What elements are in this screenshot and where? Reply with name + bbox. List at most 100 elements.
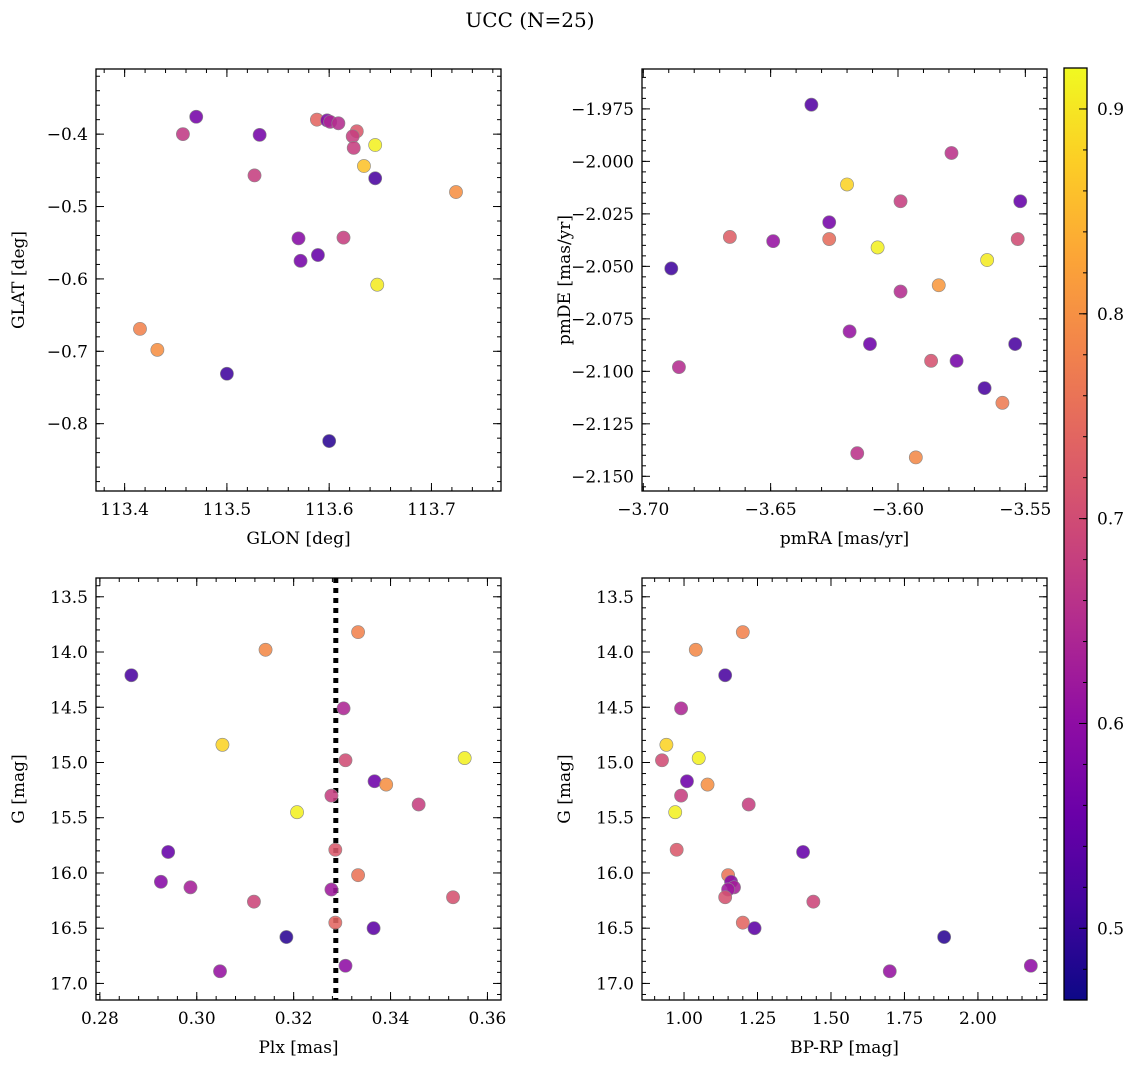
data-point (183, 880, 198, 895)
axes-frame (95, 577, 502, 1001)
data-point (351, 625, 365, 640)
data-point (669, 842, 684, 857)
y-tick-label: −0.8 (47, 415, 88, 435)
y-tick-label: −0.6 (47, 270, 88, 290)
data-point (331, 116, 346, 131)
data-point (338, 753, 353, 768)
y-tick-label: −2.150 (571, 467, 634, 487)
x-tick-label: 1.50 (812, 1009, 850, 1029)
panel-bprp-g: 1.00 1.25 1.50 1.75 2.00 13.5 14.0 14.5 15.0 15.5… (555, 577, 1048, 1058)
figure-title: UCC (N=25) (465, 8, 594, 32)
data-point (870, 240, 885, 255)
y-tick-label: −0.4 (47, 125, 88, 145)
y-tick-label: −2.075 (571, 310, 634, 330)
data-point (215, 737, 230, 752)
panel-pmra-pmde: −3.70 −3.65 −3.60 −3.55 −1.975 −2.000 −2.025 −2… (555, 68, 1051, 549)
data-point (931, 278, 946, 293)
x-tick-label: 113.7 (407, 500, 456, 520)
data-point (893, 194, 908, 209)
scatter-series (124, 625, 472, 979)
data-point (328, 842, 343, 857)
y-tick-label: 16.5 (50, 919, 88, 939)
data-point (351, 868, 365, 883)
x-tick-label: −3.70 (617, 500, 669, 520)
data-point (357, 159, 371, 173)
data-point (291, 231, 306, 246)
x-tick-label: 0.36 (469, 1009, 507, 1029)
data-point (367, 774, 382, 789)
data-point (977, 381, 992, 396)
data-point (336, 701, 351, 716)
data-point (718, 890, 733, 905)
y-tick-label: 14.0 (50, 643, 88, 663)
data-point (133, 321, 147, 336)
y-tick-label: −1.975 (571, 100, 634, 120)
scatter-series (133, 109, 463, 448)
data-point (411, 797, 426, 812)
tick-marks (96, 578, 501, 1000)
y-tick-label: 15.0 (50, 753, 88, 773)
y-tick-label: 13.5 (50, 588, 88, 608)
data-point (995, 395, 1010, 410)
y-tick-label: −2.100 (571, 362, 634, 382)
colorbar-tick-label: 0.8 (1097, 305, 1124, 325)
data-point (1023, 958, 1038, 973)
y-tick-label: 15.5 (50, 809, 88, 829)
x-tick-label: 1.75 (886, 1009, 924, 1029)
data-point (379, 777, 394, 792)
x-tick-label: 1.25 (739, 1009, 777, 1029)
data-point (1008, 337, 1023, 351)
colorbar-tick-label: 0.7 (1097, 510, 1124, 530)
y-axis-label: pmDE [mas/yr] (555, 215, 575, 345)
y-tick-label: 17.0 (50, 974, 88, 994)
data-point (449, 185, 463, 199)
axes-frame (641, 68, 1048, 492)
y-tick-label: −2.025 (571, 205, 634, 225)
colorbar: 0.5 0.6 0.7 0.8 0.9 (1063, 67, 1124, 1001)
data-point (937, 930, 952, 944)
data-point (747, 921, 762, 936)
data-point (368, 171, 383, 186)
data-point (336, 230, 351, 245)
data-point (366, 921, 381, 936)
panel-glon-glat: 113.4 113.5 113.6 113.7 −0.4 −0.5 −0.6 −0.7 −0.8… (9, 68, 502, 549)
data-point (446, 890, 460, 905)
data-point (882, 964, 897, 979)
x-tick-label: 0.28 (81, 1009, 119, 1029)
x-axis-label: pmRA [mas/yr] (780, 529, 909, 549)
x-tick-label: 0.34 (372, 1009, 410, 1029)
data-point (796, 845, 810, 859)
data-point (908, 450, 923, 465)
data-point (338, 958, 353, 973)
data-point (735, 625, 750, 640)
x-axis-label: Plx [mas] (258, 1038, 338, 1058)
data-point (252, 127, 267, 142)
y-tick-label: 13.5 (596, 588, 634, 608)
data-point (718, 668, 733, 683)
data-point (189, 109, 204, 124)
data-point (949, 353, 964, 368)
data-point (806, 894, 821, 909)
data-point (154, 874, 168, 889)
data-point (368, 138, 383, 152)
y-axis-label: GLAT [deg] (9, 231, 29, 329)
data-point (457, 751, 472, 765)
data-point (290, 805, 304, 820)
data-point (293, 253, 308, 268)
data-point (680, 774, 694, 789)
data-point (674, 701, 688, 716)
data-point (840, 177, 854, 192)
data-point (247, 168, 262, 183)
data-point (279, 930, 294, 944)
colorbar-tick-label: 0.6 (1097, 714, 1124, 734)
data-point (213, 964, 227, 979)
data-point (766, 234, 781, 249)
scatter-series (655, 625, 1038, 979)
y-tick-label: −2.125 (571, 415, 634, 435)
y-tick-label: −2.000 (571, 152, 634, 172)
tick-marks (642, 578, 1047, 1000)
data-point (150, 342, 165, 357)
data-point (324, 882, 339, 897)
x-tick-label: 113.6 (305, 500, 354, 520)
y-axis-label: G [mag] (9, 754, 29, 823)
